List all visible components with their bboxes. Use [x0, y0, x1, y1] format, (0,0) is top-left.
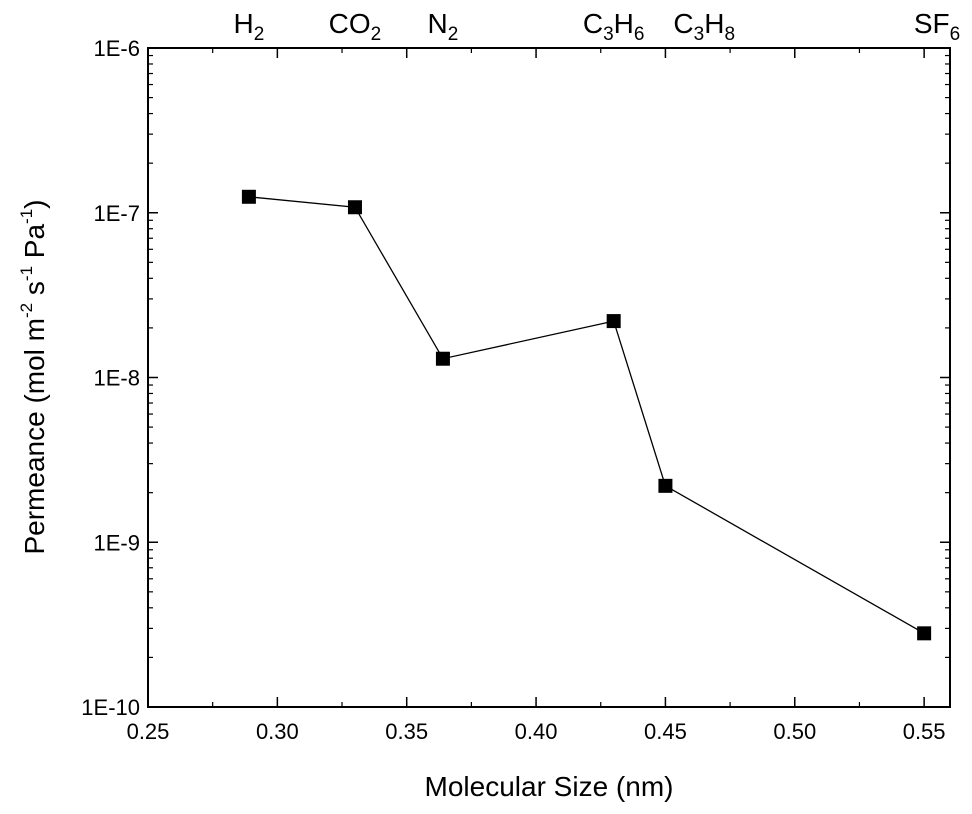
gas-annotations: H2 CO2 N2 C3H6 C3H8 SF6 [233, 8, 960, 45]
gas-label-text: C [583, 8, 603, 39]
unit-exponent: -2 [17, 303, 36, 318]
gas-label-text: N [428, 8, 448, 39]
unit-exponent: -1 [17, 266, 36, 281]
gas-label: C3H6 [583, 8, 645, 45]
gas-label: CO2 [329, 8, 382, 45]
gas-label-subscript: 3 [603, 24, 614, 45]
data-point [917, 626, 932, 641]
x-tick-label: 0.45 [644, 719, 687, 744]
y-tick-label: 1E-6 [94, 36, 140, 61]
gas-label-subscript: 2 [371, 24, 382, 45]
gas-label-text: CO [329, 8, 371, 39]
gas-label: SF6 [914, 8, 960, 45]
gas-label: H2 [233, 8, 264, 45]
y-title-text: Permeance (mol m [19, 318, 50, 555]
gas-label-subscript: 3 [694, 24, 705, 45]
y-tick-label: 1E-10 [81, 695, 140, 720]
x-tick-label: 0.55 [903, 719, 946, 744]
gas-label-text: H [614, 8, 634, 39]
x-axis: 0.25 0.30 0.35 0.40 0.45 0.50 0.55 [127, 48, 946, 744]
gas-label-subscript: 6 [950, 24, 961, 45]
y-title-text: ) [19, 199, 50, 208]
y-tick-label: 1E-9 [94, 530, 140, 555]
data-point [347, 200, 362, 215]
series-layer [241, 189, 932, 641]
gas-label: C3H8 [673, 8, 735, 45]
data-point [241, 189, 256, 204]
series-line [248, 196, 925, 634]
gas-label-subscript: 8 [724, 24, 735, 45]
y-tick-label: 1E-7 [94, 201, 140, 226]
gas-label-subscript: 2 [254, 24, 265, 45]
x-tick-label: 0.40 [515, 719, 558, 744]
gas-label-text: SF [914, 8, 950, 39]
x-axis-title: Molecular Size (nm) [425, 771, 674, 802]
y-tick-label: 1E-8 [94, 366, 140, 391]
x-tick-label: 0.25 [127, 719, 170, 744]
x-tick-label: 0.35 [385, 719, 428, 744]
y-axis: 1E-10 1E-9 1E-8 1E-7 1E-6 [81, 36, 950, 720]
gas-label-subscript: 2 [448, 24, 459, 45]
gas-label-text: H [704, 8, 724, 39]
x-tick-label: 0.50 [773, 719, 816, 744]
data-point [658, 478, 673, 493]
gas-label: N2 [428, 8, 459, 45]
data-point [606, 314, 621, 329]
plot-frame [147, 47, 951, 708]
y-axis-title: Permeance (mol m-2 s-1 Pa-1) [17, 199, 50, 554]
gas-label-text: C [673, 8, 693, 39]
x-tick-label: 0.30 [256, 719, 299, 744]
y-title-text: Pa [19, 224, 50, 266]
gas-label-subscript: 6 [634, 24, 645, 45]
gas-label-text: H [233, 8, 253, 39]
y-title-text: s [19, 281, 50, 303]
data-point [435, 351, 450, 366]
unit-exponent: -1 [17, 209, 36, 224]
